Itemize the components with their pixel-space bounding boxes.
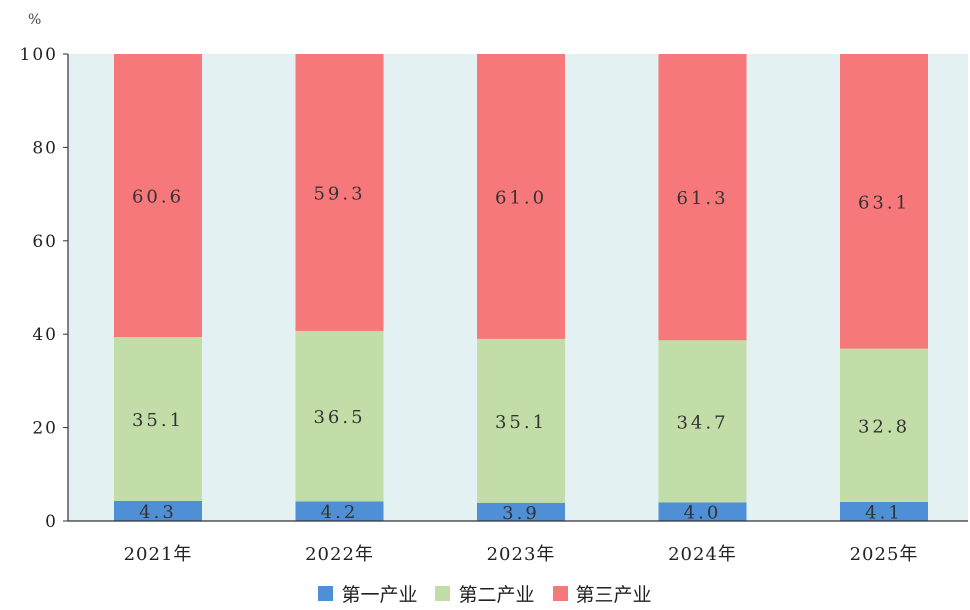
y-axis: 0 20 40 60 80 100 [20, 45, 69, 532]
y-tick-label: 100 [20, 45, 58, 65]
data-label: 60.6 [132, 187, 184, 208]
y-tick-label: 0 [45, 512, 58, 532]
data-label: 61.0 [495, 187, 547, 208]
x-tick-label: 2023年 [487, 544, 556, 565]
data-label: 63.1 [858, 192, 910, 213]
x-tick-label: 2021年 [124, 544, 193, 565]
data-label: 4.1 [865, 502, 903, 523]
legend-label: 第二产业 [458, 583, 535, 606]
y-tick-label: 60 [32, 232, 58, 252]
bar-segment [658, 502, 747, 521]
data-label: 3.9 [502, 503, 540, 524]
legend-item: 第一产业 [318, 580, 417, 607]
legend-item: 第二产业 [435, 580, 535, 607]
data-label: 34.7 [676, 412, 728, 433]
bar-segment [840, 348, 928, 502]
bar-segment [840, 54, 928, 349]
x-tick-label: 2025年 [850, 544, 919, 565]
data-label: 32.8 [858, 416, 910, 437]
data-label: 4.3 [139, 502, 177, 523]
x-tick-label: 2022年 [305, 544, 374, 565]
y-tick-label: 20 [32, 419, 58, 439]
bar-segment [658, 54, 747, 341]
legend: 第一产业 第二产业 第三产业 [0, 578, 970, 608]
bar-segment [658, 340, 747, 503]
data-label: 4.0 [684, 503, 722, 524]
x-axis: 2021年 2022年 2023年 2024年 2025年 [68, 520, 968, 565]
stacked-bar-chart: 4.3 35.1 60.6 4.2 36.5 59.3 3.9 35.1 61.0 4.0 34.7… [20, 12, 968, 565]
data-label: 59.3 [313, 183, 365, 204]
legend-swatch [318, 585, 334, 601]
bar-segment [477, 338, 565, 503]
y-tick-label: 80 [32, 138, 58, 158]
bar-segment [295, 330, 384, 502]
data-label: 35.1 [495, 412, 547, 433]
y-tick-label: 40 [32, 325, 58, 345]
legend-swatch [552, 585, 568, 601]
x-tick-label: 2024年 [668, 544, 737, 565]
y-axis-unit: % [28, 12, 41, 28]
bar-segment [114, 54, 202, 338]
data-label: 61.3 [676, 188, 728, 209]
legend-label: 第三产业 [575, 583, 652, 606]
bar-segment [477, 54, 565, 339]
bar-segment [114, 500, 202, 521]
data-label: 4.2 [321, 502, 359, 523]
bar-segment [477, 502, 565, 521]
bar-segment [295, 501, 384, 521]
legend-swatch [435, 585, 451, 601]
legend-item: 第三产业 [552, 580, 652, 607]
bar-segment [114, 337, 202, 501]
bar-segment [840, 501, 928, 521]
data-labels-group: 4.3 35.1 60.6 4.2 36.5 59.3 3.9 35.1 61.0 4.0 34.7… [132, 183, 910, 524]
legend-label: 第一产业 [341, 583, 418, 606]
data-label: 36.5 [313, 407, 365, 428]
bar-segment [295, 54, 384, 331]
bars-group [114, 54, 928, 521]
data-label: 35.1 [132, 410, 184, 431]
